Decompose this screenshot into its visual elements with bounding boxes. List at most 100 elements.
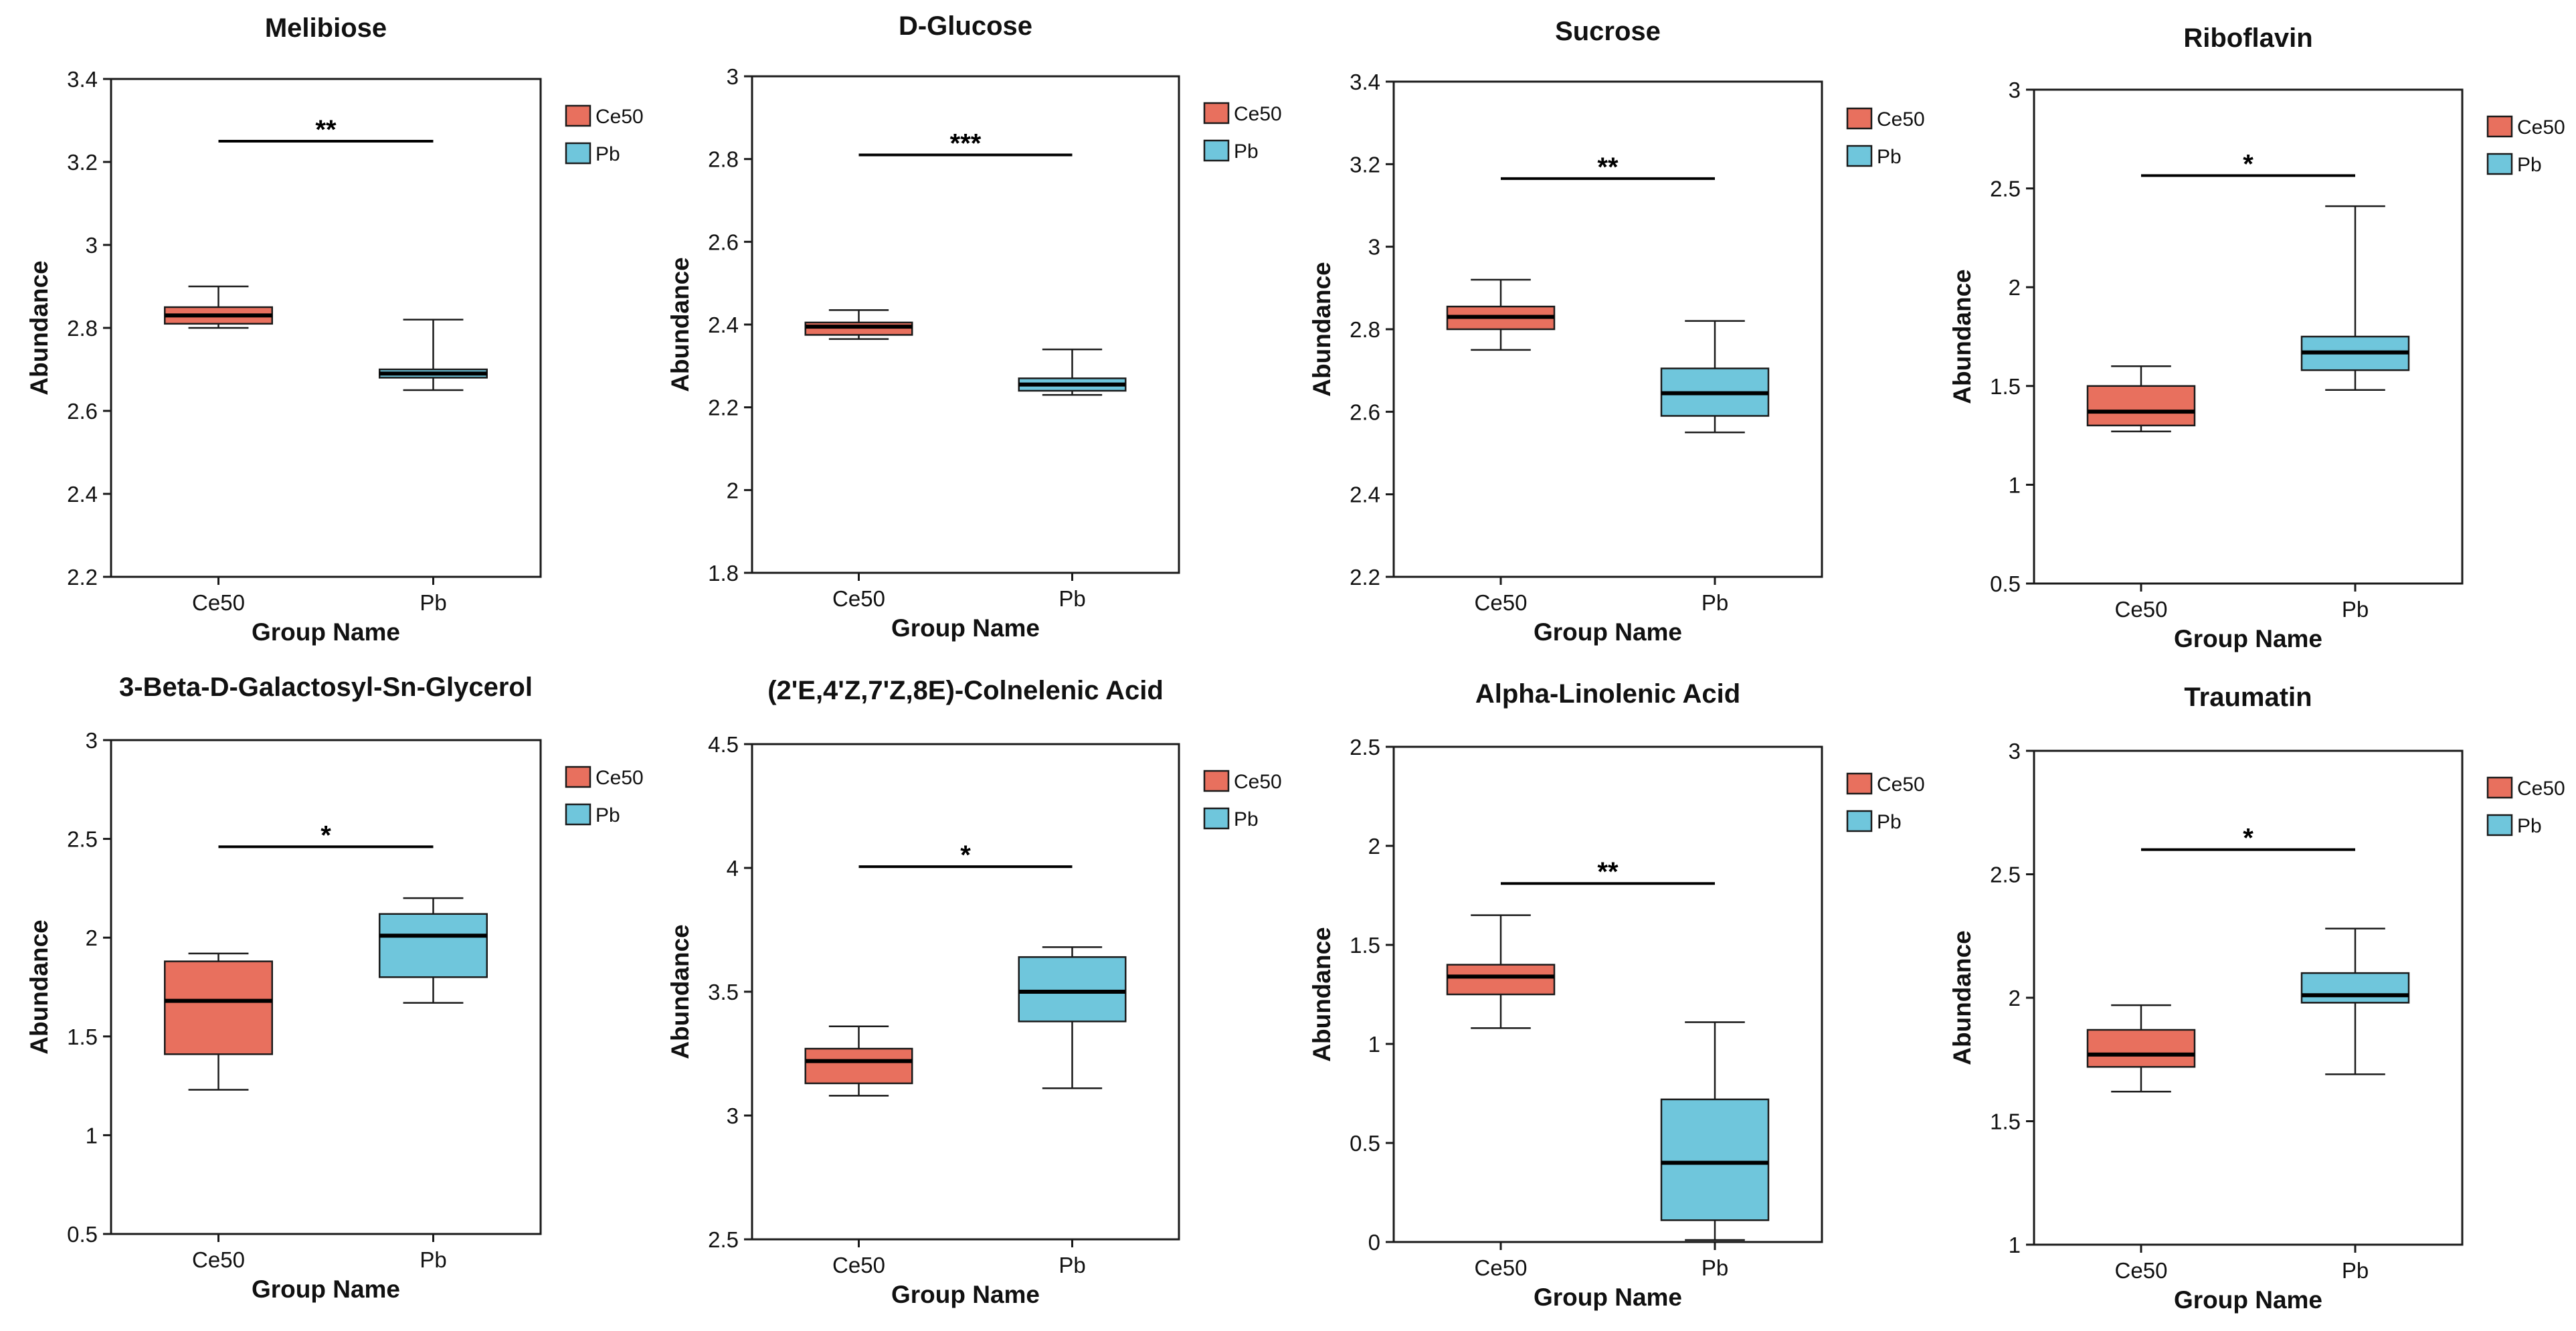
y-tick-label: 3 (2009, 78, 2021, 102)
x-axis-label: Group Name (2174, 625, 2322, 652)
legend-label: Pb (2517, 815, 2542, 837)
box-ce50 (2086, 365, 2196, 432)
box-pb (1660, 1021, 1770, 1241)
chart-panel: D-Glucose 1.8 2 2.2 2.4 2.6 2.8 3 Abundance Ce50 P… (666, 11, 1282, 642)
y-axis-label: Abundance (25, 260, 53, 395)
x-tick-label: Pb (1059, 1253, 1085, 1277)
box-ce50 (2086, 1004, 2196, 1093)
y-tick-label: 3 (1368, 235, 1380, 260)
x-tick-label: Pb (1059, 586, 1085, 611)
iqr-box (2300, 972, 2410, 1004)
chart-panel: Alpha-Linolenic Acid 0 0.5 1 1.5 2 2.5 Abundanc… (1308, 679, 1925, 1311)
box-ce50 (164, 952, 273, 1091)
chart-panel: 3-Beta-D-Galactosyl-Sn-Glycerol 0.5 1 1.5 2 2… (25, 673, 644, 1303)
legend-swatch-pb (1846, 145, 1873, 167)
legend-label: Pb (595, 143, 620, 165)
y-tick-label: 2.5 (708, 1227, 739, 1252)
chart-title: Riboflavin (2183, 23, 2312, 53)
iqr-box (1446, 964, 1556, 996)
chart-title: D-Glucose (899, 11, 1032, 41)
x-axis-label: Group Name (1534, 1283, 1682, 1311)
y-tick-label: 2 (727, 478, 739, 503)
box-ce50 (1446, 278, 1556, 351)
plot-frame (110, 739, 542, 1235)
y-tick-label: 4 (727, 856, 739, 881)
y-tick-label: 3 (86, 728, 98, 753)
legend-swatch-pb (565, 142, 591, 165)
y-tick-label: 3.2 (67, 150, 98, 175)
y-tick-label: 1.8 (708, 561, 739, 586)
box-ce50 (164, 285, 273, 329)
legend-swatch-ce50 (565, 766, 591, 788)
chart-title: Sucrose (1555, 17, 1661, 46)
y-axis-label: Abundance (666, 924, 694, 1059)
significance-stars: *** (950, 128, 982, 158)
y-tick-label: 2.4 (708, 313, 739, 337)
y-tick-label: 2.2 (67, 565, 98, 590)
x-tick-label: Pb (420, 1247, 446, 1272)
significance-stars: * (2243, 824, 2253, 853)
significance-stars: ** (1597, 153, 1619, 182)
y-axis-label: Abundance (1948, 269, 1976, 404)
y-tick-label: 3.4 (67, 67, 98, 92)
x-tick-label: Ce50 (2115, 1258, 2168, 1283)
iqr-box (2086, 1029, 2196, 1068)
y-tick-label: 2.8 (1350, 317, 1380, 342)
significance-stars: ** (315, 115, 337, 145)
y-tick-label: 2.4 (1350, 482, 1380, 507)
chart-title: (2'E,4'Z,7'Z,8E)-Colnelenic Acid (767, 676, 1164, 705)
plot-frame (110, 78, 542, 578)
significance-stars: * (320, 820, 331, 850)
y-tick-label: 2 (2009, 986, 2021, 1010)
y-tick-label: 2.6 (1350, 400, 1380, 424)
y-tick-label: 3 (86, 233, 98, 258)
legend-swatch-pb (2486, 153, 2513, 175)
legend-swatch-ce50 (1203, 770, 1230, 792)
y-tick-label: 1 (2009, 1233, 2021, 1257)
legend-label: Pb (1234, 808, 1259, 830)
y-tick-label: 2.5 (1990, 177, 2021, 201)
y-tick-label: 1.5 (1990, 1110, 2021, 1134)
x-tick-label: Ce50 (832, 1253, 885, 1277)
y-axis-label: Abundance (666, 257, 694, 391)
y-tick-label: 3 (2009, 739, 2021, 764)
x-axis-label: Group Name (1534, 618, 1682, 646)
x-tick-label: Ce50 (1475, 590, 1528, 615)
legend-label: Ce50 (1877, 108, 1925, 130)
legend-label: Ce50 (1234, 103, 1282, 125)
y-tick-label: 2.2 (708, 395, 739, 420)
iqr-box (164, 960, 273, 1055)
plot-frame (1392, 745, 1823, 1243)
y-tick-label: 2.4 (67, 482, 98, 507)
chart-panel: (2'E,4'Z,7'Z,8E)-Colnelenic Acid 2.5 3 3.5 4… (666, 676, 1282, 1308)
box-ce50 (1446, 914, 1556, 1029)
y-tick-label: 2.5 (1350, 735, 1380, 760)
legend-swatch-pb (1846, 810, 1873, 832)
box-pb (2300, 927, 2410, 1075)
x-tick-label: Pb (1701, 590, 1728, 615)
box-pb (2300, 205, 2410, 391)
x-axis-label: Group Name (891, 1281, 1040, 1308)
legend-label: Pb (1234, 141, 1259, 163)
legend-swatch-ce50 (1846, 107, 1873, 130)
y-tick-label: 0.5 (67, 1222, 98, 1247)
legend-swatch-ce50 (1203, 102, 1230, 124)
legend-swatch-ce50 (565, 104, 591, 127)
y-tick-label: 1.5 (1990, 374, 2021, 399)
significance-stars: ** (1597, 857, 1619, 887)
y-tick-label: 0.5 (1350, 1131, 1380, 1156)
y-tick-label: 2.5 (67, 827, 98, 852)
y-axis-label: Abundance (1308, 262, 1336, 396)
y-tick-label: 1 (1368, 1032, 1380, 1057)
y-tick-label: 2.5 (1990, 863, 2021, 887)
x-tick-label: Ce50 (2115, 597, 2168, 622)
significance-stars: * (960, 840, 971, 870)
y-tick-label: 2.6 (67, 399, 98, 424)
chart-panel: Sucrose 2.2 2.4 2.6 2.8 3 3.2 3.4 Abundance Ce50 P… (1308, 17, 1925, 646)
box-pb (1660, 320, 1770, 434)
x-axis-label: Group Name (252, 1275, 400, 1303)
y-tick-label: 1 (86, 1123, 98, 1148)
legend-swatch-ce50 (2486, 776, 2513, 799)
legend-swatch-pb (1203, 807, 1230, 830)
